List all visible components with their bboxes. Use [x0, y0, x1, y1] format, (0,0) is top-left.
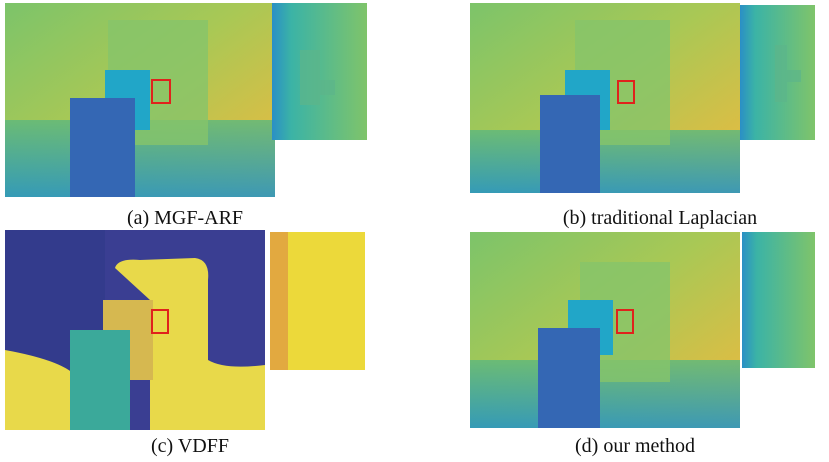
figure: (a) MGF-ARF (b) traditional Laplacian (c…	[0, 0, 829, 462]
caption: (c) VDFF	[151, 435, 229, 457]
panel-a	[5, 3, 367, 197]
panel-b	[470, 3, 815, 193]
caption: (b) traditional Laplacian	[563, 207, 757, 229]
panel-d	[470, 232, 815, 428]
caption: (d) our method	[575, 435, 695, 457]
caption: (a) MGF-ARF	[127, 207, 243, 229]
panel-c	[5, 230, 365, 430]
